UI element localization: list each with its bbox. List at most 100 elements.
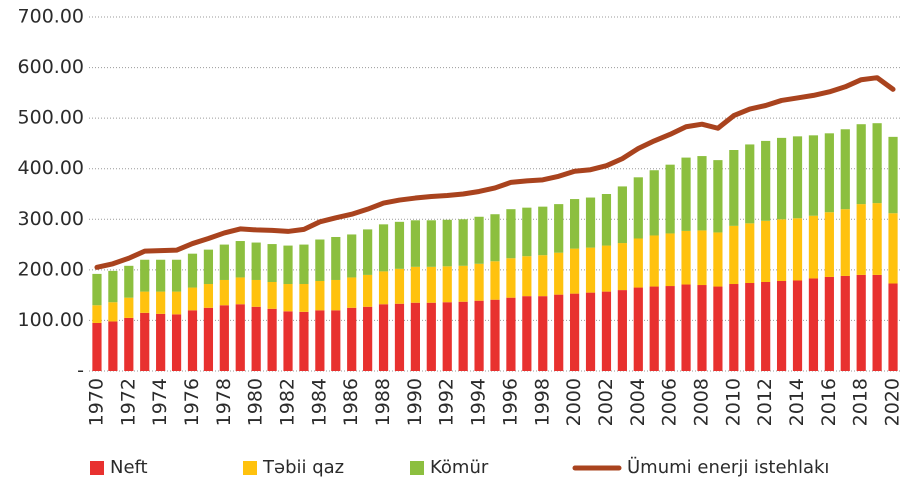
bar-segment: [92, 322, 102, 371]
bar-segment: [824, 133, 834, 213]
bar-segment: [856, 274, 866, 371]
bar-segment: [219, 279, 229, 306]
x-tick-label: 2018: [850, 378, 872, 426]
bar-segment: [156, 291, 166, 314]
bar-segment: [490, 214, 500, 262]
bar-segment: [633, 287, 643, 371]
bar-segment: [729, 284, 739, 371]
bar-segment: [617, 186, 627, 244]
bar-segment: [776, 280, 787, 371]
bar-segment: [315, 280, 325, 311]
bar-segment: [570, 293, 580, 371]
bar-segment: [442, 219, 452, 267]
bar-segment: [522, 296, 532, 371]
bar-segment: [808, 215, 819, 279]
bar-segment: [187, 287, 198, 311]
bar-segment: [108, 302, 118, 322]
bar-segment: [347, 307, 357, 371]
bar-segment: [538, 255, 548, 297]
bar-segment: [219, 305, 229, 371]
bar-segment: [474, 300, 484, 371]
bar-segment: [331, 279, 341, 311]
x-tick-label: 1978: [213, 378, 235, 426]
bar-segment: [140, 312, 150, 371]
bar-segment: [872, 274, 882, 371]
legend-label: Ümumi enerji istehlakı: [627, 456, 829, 478]
bar-segment: [729, 225, 739, 285]
bar-segment: [824, 212, 834, 277]
bar-segment: [315, 310, 325, 371]
bar-segment: [251, 306, 261, 371]
bar-segment: [713, 160, 723, 233]
bar-segment: [761, 220, 771, 282]
bar-segment: [681, 284, 691, 371]
bar-segment: [824, 276, 834, 371]
bar-segment: [235, 277, 245, 305]
bar-segment: [522, 256, 532, 297]
bar-segment: [203, 249, 214, 285]
bar-segment: [761, 281, 771, 371]
bar-segment: [745, 283, 755, 371]
bar-segment: [474, 263, 484, 301]
bar-segment: [331, 310, 341, 371]
bar-segment: [299, 311, 309, 371]
bar-segment: [601, 291, 612, 371]
bar-segment: [681, 230, 691, 285]
bar-segment: [410, 220, 420, 267]
bar-segment: [458, 265, 468, 302]
bar-segment: [299, 244, 309, 285]
legend-label: Neft: [110, 457, 148, 478]
bar-segment: [251, 279, 261, 307]
x-tick-label: 2012: [754, 378, 776, 426]
x-tick-label: 2000: [563, 378, 585, 426]
x-tick-label: 2016: [818, 378, 840, 426]
bar-segment: [283, 245, 293, 285]
bar-segment: [235, 241, 245, 278]
bar-segment: [108, 270, 118, 303]
line: [94, 75, 896, 270]
bar-segment: [506, 209, 516, 259]
x-tick-label: 1994: [468, 378, 490, 426]
x-tick-label: 2004: [627, 378, 649, 426]
bar-segment: [347, 234, 357, 278]
bar-segment: [124, 265, 134, 298]
bar-segment: [633, 177, 643, 239]
legend-label: Kömür: [430, 457, 489, 478]
bar-segment: [156, 313, 166, 371]
bar-segment: [108, 321, 118, 371]
bar-segment: [585, 292, 596, 371]
bar-segment: [665, 164, 675, 234]
bar-segment: [363, 306, 373, 371]
bar-segment: [426, 302, 436, 371]
bar-segment: [554, 204, 564, 253]
bar-segment: [617, 243, 627, 291]
bar-segment: [506, 258, 516, 298]
bar-segment: [697, 156, 707, 231]
bar-segment: [697, 230, 707, 286]
bar-segment: [347, 277, 357, 308]
bar-segment: [872, 123, 882, 204]
x-tick-label: 1970: [85, 378, 107, 426]
bar-segment: [888, 213, 898, 284]
x-tick-label: 1992: [436, 378, 458, 426]
y-tick-label: 700.00: [18, 6, 84, 28]
bar-segment: [649, 235, 659, 287]
x-tick-label: 1980: [245, 378, 267, 426]
bar-segment: [187, 310, 198, 371]
bar-segment: [776, 137, 787, 220]
bar-segment: [745, 223, 755, 284]
bar-segment: [792, 280, 803, 371]
bar-segment: [235, 304, 245, 371]
bar-segment: [840, 209, 850, 276]
bar-segment: [554, 252, 564, 295]
bar-segment: [140, 259, 150, 292]
bar-segment: [315, 239, 325, 281]
legend-swatch: [410, 461, 424, 475]
bar-segment: [506, 297, 516, 371]
bar-segment: [776, 219, 787, 281]
bar-segment: [665, 233, 675, 287]
bar-segment: [426, 220, 436, 267]
bar-segment: [331, 236, 341, 280]
y-tick-label: 400.00: [18, 157, 84, 179]
bar-segment: [156, 259, 166, 292]
